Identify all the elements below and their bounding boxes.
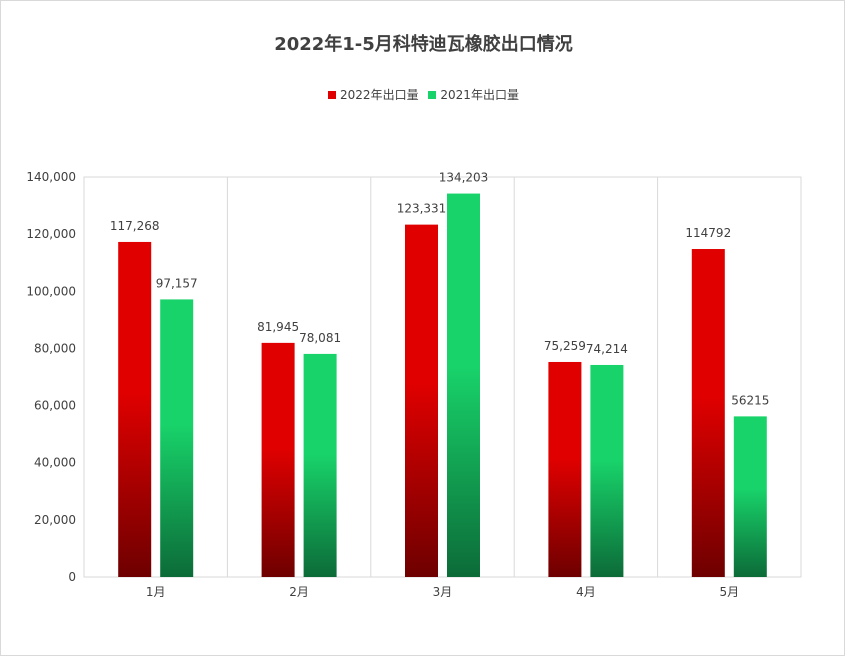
bar-2022 — [548, 361, 582, 577]
bar-2022 — [691, 249, 725, 577]
x-tick-label: 3月 — [433, 585, 453, 599]
legend-item-2021: 2021年出口量 — [428, 86, 519, 103]
bar-2022 — [405, 224, 438, 577]
x-tick-label: 4月 — [576, 585, 596, 599]
data-label: 75,259 — [544, 339, 586, 353]
legend-label-2021: 2021年出口量 — [440, 88, 519, 102]
data-label: 81,945 — [257, 320, 299, 334]
chart-title: 2022年1-5月科特迪瓦橡胶出口情况 — [274, 34, 573, 55]
data-label: 117,268 — [110, 219, 160, 233]
y-tick-label: 20,000 — [34, 513, 76, 527]
data-label: 78,081 — [299, 331, 341, 345]
legend-label-2022: 2022年出口量 — [340, 88, 419, 102]
x-tick-label: 2月 — [289, 585, 309, 599]
plot-area-border — [83, 176, 802, 578]
data-label: 123,331 — [397, 202, 447, 216]
y-tick-label: 120,000 — [26, 227, 76, 241]
data-label: 74,214 — [586, 342, 628, 356]
y-tick-label: 60,000 — [34, 399, 76, 413]
data-label: 134,203 — [439, 171, 489, 185]
bar-2021 — [160, 299, 194, 577]
bar-2021 — [733, 416, 767, 577]
x-tick-label: 5月 — [719, 585, 739, 599]
y-tick-label: 140,000 — [26, 170, 76, 184]
y-tick-label: 0 — [68, 570, 76, 584]
bar-2021 — [447, 193, 480, 577]
bar-2022 — [118, 241, 152, 577]
bar-2022 — [261, 342, 295, 577]
y-tick-label: 40,000 — [34, 456, 76, 470]
data-label: 56215 — [731, 393, 769, 407]
y-tick-label: 100,000 — [26, 284, 76, 298]
data-label: 97,157 — [156, 276, 198, 290]
x-tick-label: 1月 — [146, 585, 166, 599]
y-tick-label: 80,000 — [34, 341, 76, 355]
legend-swatch-2021 — [428, 90, 437, 99]
chart-legend: 2022年出口量 2021年出口量 — [0, 86, 847, 103]
legend-swatch-2022 — [328, 90, 337, 99]
legend-item-2022: 2022年出口量 — [328, 86, 419, 103]
data-label: 114792 — [685, 226, 731, 240]
bar-2021 — [590, 364, 624, 577]
bar-2021 — [303, 353, 337, 577]
